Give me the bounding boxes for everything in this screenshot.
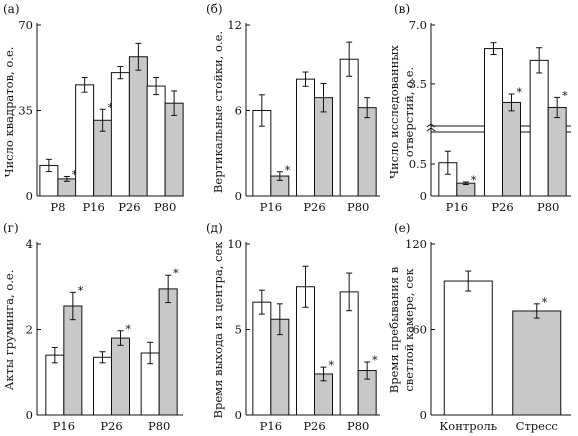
bar-P16-control — [45, 354, 65, 416]
bar-P16-control — [252, 301, 272, 416]
y-tick-label: 0 — [26, 189, 33, 203]
x-tick-label: P80 — [347, 419, 369, 433]
x-tick-label: P80 — [347, 200, 369, 214]
significance-mark: * — [126, 323, 132, 336]
y-tick-label: 0.5 — [409, 157, 427, 171]
x-tick-label: P26 — [118, 200, 140, 214]
significance-mark: * — [78, 284, 84, 297]
y-tick-label: 2 — [26, 323, 33, 337]
significance-mark: * — [517, 86, 523, 99]
x-tick-label: P16 — [53, 419, 75, 433]
y-axis-label: Число исследованныхотверстий, о.е. — [387, 45, 416, 179]
bar-P80-stress — [158, 288, 178, 416]
y-axis-label: Число квадратов, о.е. — [2, 47, 16, 178]
panel-label: (б) — [206, 2, 223, 16]
bar-P26-stress — [111, 337, 130, 416]
x-tick-label: P16 — [446, 200, 468, 214]
y-axis-label: Время пребывания всветлой камере, сек — [387, 267, 416, 393]
bar-Стресс-control — [512, 310, 562, 416]
panel-label: (е) — [394, 221, 410, 235]
bar-P80-stress — [357, 107, 377, 197]
y-tick-label: 0 — [26, 408, 33, 422]
panel-label: (д) — [206, 221, 223, 235]
bar-P16-control — [75, 84, 95, 197]
y-tick-label: 3.5 — [409, 77, 427, 91]
y-axis-label: Время выхода из центра, сек — [211, 241, 225, 419]
panel-label: (г) — [3, 221, 19, 235]
y-tick-label: 10 — [227, 237, 242, 251]
y-tick-label: 12 — [227, 18, 242, 32]
y-tick-label: 4 — [26, 237, 33, 251]
y-tick-label: 6 — [235, 104, 242, 118]
bar-P80-stress — [547, 106, 567, 197]
x-tick-label: P80 — [537, 200, 559, 214]
x-tick-label: P8 — [50, 200, 65, 214]
significance-mark: * — [173, 267, 179, 280]
significance-mark: * — [372, 354, 378, 367]
x-tick-label: P26 — [491, 200, 513, 214]
y-tick-label: 35 — [18, 104, 33, 118]
axis-break — [426, 127, 436, 132]
y-tick-label: 0 — [235, 408, 242, 422]
y-tick-label: 0 — [420, 408, 427, 422]
bar-P26-control — [296, 78, 315, 197]
x-tick-label: P80 — [154, 200, 176, 214]
x-tick-label: P26 — [100, 419, 122, 433]
bar-P80-control — [146, 85, 166, 197]
bar-P80-control — [339, 58, 359, 197]
significance-mark: * — [542, 296, 548, 309]
x-tick-label: P80 — [148, 419, 170, 433]
panel-label: (а) — [3, 2, 20, 16]
x-tick-label: Стресс — [516, 419, 558, 433]
panel-6: (е) Время пребывания всветлой камере, сек… — [387, 221, 571, 433]
bar-P80-stress — [164, 102, 184, 197]
bar-P26-control — [484, 48, 503, 197]
x-tick-label: P16 — [260, 200, 282, 214]
y-tick-label: 7.0 — [409, 18, 427, 32]
x-tick-label: P26 — [303, 200, 325, 214]
bar-P26-control — [93, 356, 112, 416]
significance-mark: * — [108, 101, 114, 114]
y-tick-label: 5 — [235, 323, 242, 337]
panel-2: (б) Вертикальные стойки, о.е. 0 6 12 * P16 P26 P… — [206, 2, 380, 214]
y-tick-label: 70 — [18, 18, 33, 32]
significance-mark: * — [285, 164, 291, 177]
x-tick-label: Контроль — [439, 419, 497, 433]
panel-1: (а) Число квадратов, о.е. 0 35 70 * P8 * P16 P26 P… — [2, 2, 184, 214]
significance-mark: * — [562, 89, 568, 102]
y-tick-label: 60 — [412, 323, 427, 337]
significance-mark: * — [329, 359, 335, 372]
x-tick-label: P26 — [303, 419, 325, 433]
y-tick-label: 0 — [420, 189, 427, 203]
y-tick-label: 120 — [405, 237, 427, 251]
x-tick-label: P16 — [82, 200, 104, 214]
bar-P16-stress — [63, 305, 83, 416]
bar-Контроль-control — [443, 280, 493, 416]
bar-P26-stress — [502, 101, 521, 197]
significance-mark: * — [72, 168, 78, 181]
panel-4: (г) Акты груминга, о.е. 0 2 4 * P16 * P26 * P80 — [2, 221, 183, 433]
panel-label: (в) — [394, 2, 410, 16]
panel-5: (д) Время выхода из центра, сек 0 5 10 P16 * P2… — [206, 221, 380, 433]
panel-3: (в) Число исследованныхотверстий, о.е. 0 0.… — [387, 2, 571, 214]
y-axis-label: Акты груминга, о.е. — [2, 270, 16, 391]
x-tick-label: P16 — [260, 419, 282, 433]
bar-P26-control — [110, 72, 130, 197]
bar-P26-stress — [128, 56, 148, 197]
significance-mark: * — [471, 174, 477, 187]
bar-P80-control — [529, 59, 549, 197]
y-tick-label: 0 — [235, 189, 242, 203]
y-axis-label: Вертикальные стойки, о.е. — [211, 31, 225, 193]
